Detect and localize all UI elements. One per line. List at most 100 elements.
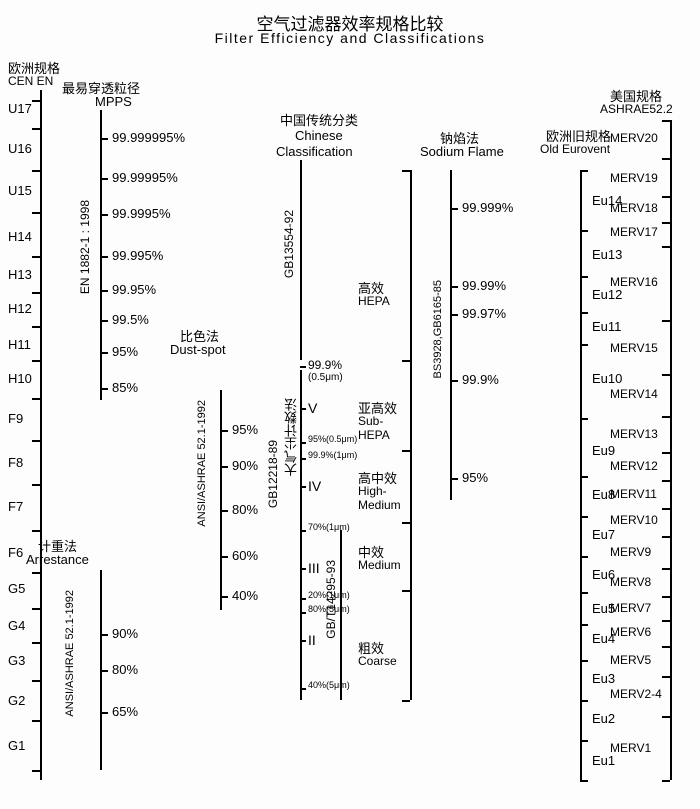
ash-MERV18: MERV18 — [610, 201, 658, 215]
ash-MERV5: MERV5 — [610, 653, 651, 667]
ev-Eu3: Eu3 — [592, 671, 615, 686]
cn-header-cn: 中国传统分类 — [280, 110, 358, 129]
ev-header-en: Old Eurovent — [540, 142, 610, 156]
gb-442: 95%(0.5μm) — [308, 434, 357, 444]
cn-en-Medium: Medium — [358, 558, 401, 572]
ash-MERV7: MERV7 — [610, 601, 651, 615]
mpps-99.95%: 99.95% — [112, 282, 156, 297]
gb-640: II — [308, 632, 316, 648]
title-en: Filter Efficiency and Classifications — [0, 30, 700, 46]
cn-en-HEPA: HEPA — [358, 294, 390, 308]
ash-MERV16: MERV16 — [610, 275, 658, 289]
ash-MERV11: MERV11 — [610, 487, 657, 501]
ev-Eu11: Eu11 — [592, 319, 621, 334]
cen-G5: G5 — [8, 581, 25, 596]
ash-MERV14: MERV14 — [610, 387, 658, 401]
dust-side: ANSI/ASHRAE 52.1-1992 — [196, 400, 208, 527]
dust-60%: 60% — [232, 548, 258, 563]
flame-99.97%: 99.97% — [462, 306, 506, 321]
cen-F8: F8 — [8, 455, 23, 470]
ash-MERV9: MERV9 — [610, 545, 651, 559]
gb-366: 99.9% — [308, 358, 342, 372]
gb-sub-366: (0.5μm) — [308, 372, 343, 383]
gb-568: III — [308, 560, 320, 576]
cn-en-High-: High- — [358, 484, 387, 498]
cen-G1: G1 — [8, 738, 25, 753]
ev-Eu12: Eu12 — [592, 287, 622, 302]
mpps-95%: 95% — [112, 344, 138, 359]
mpps-99.995%: 99.995% — [112, 248, 163, 263]
cen-H10: H10 — [8, 371, 32, 386]
mpps-99.99995%: 99.99995% — [112, 170, 178, 185]
gb-688: 40%(5μm) — [308, 680, 350, 690]
flame-99.999%: 99.999% — [462, 200, 513, 215]
cen-G4: G4 — [8, 618, 25, 633]
gb-right-label: GB12218-89 — [266, 440, 280, 508]
gb-486: IV — [308, 478, 321, 494]
ash-MERV6: MERV6 — [610, 625, 651, 639]
mpps-99.999995%: 99.999995% — [112, 130, 185, 145]
flame-99.9%: 99.9% — [462, 372, 499, 387]
cen-U16: U16 — [8, 141, 32, 156]
gb-530: 70%(1μm) — [308, 522, 350, 532]
ash-header-en: ASHRAE52.2 — [600, 102, 673, 116]
ash-MERV13: MERV13 — [610, 427, 658, 441]
ash-MERV2-4: MERV2-4 — [610, 687, 662, 701]
ev-Eu1: Eu1 — [592, 753, 615, 768]
cen-U17: U17 — [8, 101, 32, 116]
gb-408: V — [308, 400, 317, 416]
arr-65%: 65% — [112, 704, 138, 719]
arr-80%: 80% — [112, 662, 138, 677]
cen-H14: H14 — [8, 229, 32, 244]
mpps-99.9995%: 99.9995% — [112, 206, 171, 221]
cen-G3: G3 — [8, 653, 25, 668]
cn-header-en: Chinese — [295, 128, 343, 143]
ash-MERV20: MERV20 — [610, 131, 658, 145]
mpps-85%: 85% — [112, 380, 138, 395]
dust-95%: 95% — [232, 422, 258, 437]
ash-MERV17: MERV17 — [610, 225, 658, 239]
mpps-side: EN 1882-1 : 1998 — [78, 200, 92, 294]
ash-MERV15: MERV15 — [610, 341, 658, 355]
cen-G2: G2 — [8, 693, 25, 708]
cen-H12: H12 — [8, 301, 32, 316]
flame-95%: 95% — [462, 470, 488, 485]
mpps-99.5%: 99.5% — [112, 312, 149, 327]
cn-en-Sub-: Sub- — [358, 414, 383, 428]
ash-MERV10: MERV10 — [610, 513, 658, 527]
cn-header-en2: Classification — [276, 144, 353, 159]
cen-F9: F9 — [8, 411, 23, 426]
ev-Eu10: Eu10 — [592, 371, 622, 386]
mpps-header-en: MPPS — [95, 94, 132, 109]
cen-F7: F7 — [8, 499, 23, 514]
gb-598: 20%(1μm) — [308, 590, 350, 600]
cen-H11: H11 — [8, 337, 31, 352]
gb-side-text: 大气尘计数法 — [282, 398, 301, 476]
dust-40%: 40% — [232, 588, 258, 603]
cen-F6: F6 — [8, 545, 23, 560]
ash-MERV8: MERV8 — [610, 575, 651, 589]
ev-Eu7: Eu7 — [592, 527, 615, 542]
cn-en2-High-: Medium — [358, 498, 401, 512]
flame-header-en: Sodium Flame — [420, 144, 504, 159]
dust-header-en: Dust-spot — [170, 342, 226, 357]
cen-H13: H13 — [8, 267, 32, 282]
ev-Eu13: Eu13 — [592, 247, 622, 262]
ash-MERV19: MERV19 — [610, 171, 658, 185]
dust-90%: 90% — [232, 458, 258, 473]
ash-MERV1: MERV1 — [610, 741, 651, 755]
gb-left-label: GB13554-92 — [282, 210, 296, 278]
flame-99.99%: 99.99% — [462, 278, 506, 293]
dust-80%: 80% — [232, 502, 258, 517]
cen-U15: U15 — [8, 183, 32, 198]
gb-612: 80%(5μm) — [308, 604, 350, 614]
arr-90%: 90% — [112, 626, 138, 641]
flame-side: BS3928,GB6165-85 — [432, 280, 444, 378]
ash-MERV12: MERV12 — [610, 459, 658, 473]
ev-Eu9: Eu9 — [592, 443, 615, 458]
ev-Eu2: Eu2 — [592, 711, 615, 726]
cn-en-Coarse: Coarse — [358, 654, 397, 668]
arrest-side: ANSI/ASHRAE 52.1-1992 — [64, 590, 76, 717]
cn-en2-Sub-: HEPA — [358, 428, 390, 442]
gb-458: 99.9%(1μm) — [308, 450, 357, 460]
